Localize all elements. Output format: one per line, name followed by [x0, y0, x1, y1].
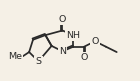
Text: O: O — [91, 37, 99, 46]
Text: N: N — [59, 47, 66, 56]
Text: NH: NH — [66, 31, 80, 40]
Text: Me: Me — [8, 52, 22, 61]
Text: O: O — [59, 15, 66, 24]
Text: O: O — [80, 53, 88, 62]
Text: S: S — [35, 57, 41, 66]
